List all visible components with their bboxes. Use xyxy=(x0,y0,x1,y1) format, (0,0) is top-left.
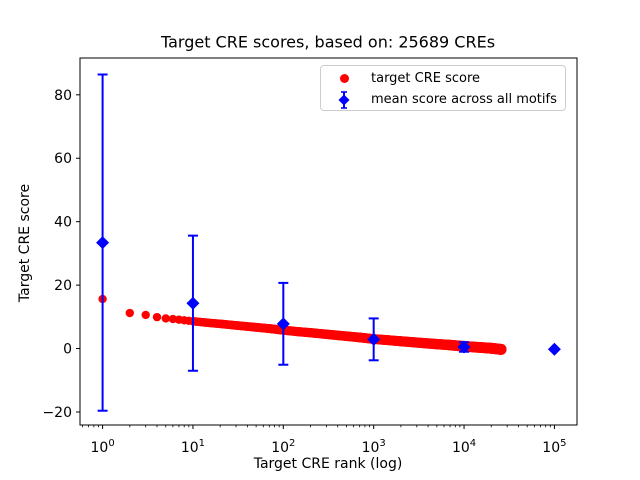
plot-spine xyxy=(79,57,578,426)
x-tick-label: 104 xyxy=(452,438,476,456)
legend-item-mean-score: mean score across all motifs xyxy=(329,89,565,110)
red-data-point xyxy=(152,312,162,322)
y-axis-label: Target CRE score xyxy=(17,183,33,303)
red-data-point xyxy=(495,343,507,355)
mean-diamond-marker xyxy=(276,317,290,331)
x-tick-label: 100 xyxy=(90,438,114,456)
y-tick-label: 80 xyxy=(54,88,72,104)
y-tick-label: 0 xyxy=(63,342,72,358)
red-data-point xyxy=(168,314,178,324)
mean-diamond-marker xyxy=(457,340,471,354)
mean-diamond-marker xyxy=(186,296,200,310)
y-tick-label: −20 xyxy=(42,405,72,421)
red-data-point xyxy=(161,314,170,323)
mean-diamond-marker xyxy=(367,332,381,346)
x-tick-label: 102 xyxy=(271,438,295,456)
y-tick-label: 20 xyxy=(54,278,72,294)
legend-item-target-score: target CRE score xyxy=(329,68,565,89)
y-tick-label: 60 xyxy=(54,151,72,167)
legend-diamond-icon xyxy=(338,94,350,105)
plot-title: Target CRE scores, based on: 25689 CREs xyxy=(160,32,496,52)
x-tick-label: 105 xyxy=(542,438,566,456)
x-tick-label: 101 xyxy=(181,438,205,456)
legend-marker-diamond-errorbar xyxy=(329,90,359,110)
x-tick-label: 103 xyxy=(362,438,386,456)
legend-marker-circle xyxy=(329,74,359,83)
mean-diamond-marker xyxy=(547,342,561,356)
legend: target CRE score mean score across all m… xyxy=(320,65,566,111)
red-data-point xyxy=(125,308,134,318)
legend-label: target CRE score xyxy=(371,71,481,86)
red-data-point xyxy=(141,310,150,320)
y-tick-label: 40 xyxy=(54,215,72,231)
mean-diamond-marker xyxy=(96,236,110,250)
legend-label: mean score across all motifs xyxy=(371,92,557,107)
x-axis-label: Target CRE rank (log) xyxy=(253,456,403,472)
